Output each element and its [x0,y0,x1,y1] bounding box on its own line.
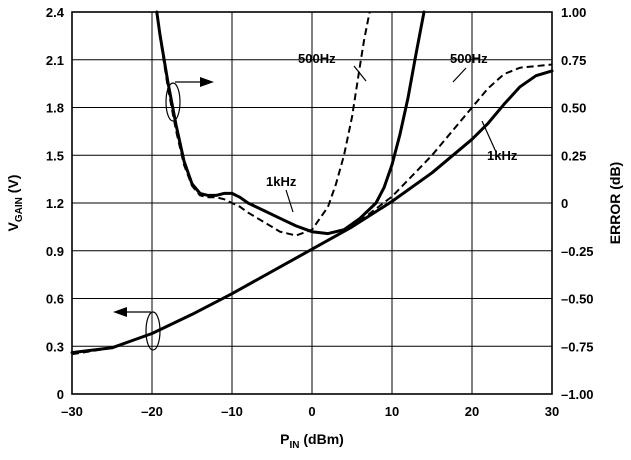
leader-1khz-right [481,120,497,153]
tick-labels: –30 –20 –10 0 10 20 30 0 0.3 0.6 0.9 1.2 1.5 1.8 2.1 2.… [46,5,594,419]
leader-500hz-right [452,67,467,83]
y-right-tick-label: 0.75 [561,53,586,68]
arrowhead-right-icon [200,77,214,87]
arrowhead-left-icon [113,307,127,317]
y-right-tick-label: –0.25 [561,244,594,259]
y-left-tick-label: 2.4 [46,5,65,20]
x-tick-label: –30 [61,404,83,419]
x-axis-title: PIN (dBm) [280,431,344,451]
x-tick-label: 0 [308,404,315,419]
y-left-tick-label: 1.8 [46,101,64,116]
annotation-label: 1kHz [487,148,518,163]
y-left-tick-label: 1.2 [46,196,64,211]
right-axis-indicator [165,77,214,122]
curve-marker-ellipse-left [145,311,161,351]
y-right-axis-title: ERROR (dB) [607,162,623,244]
left-axis-indicator [113,307,161,351]
annotation-label: 1kHz [266,174,297,189]
y-left-tick-label: 0 [57,387,64,402]
plot-frame [71,11,553,395]
y-right-tick-label: 0.25 [561,148,586,163]
y-left-tick-label: 1.5 [46,148,64,163]
curve-marker-ellipse-right [165,82,181,122]
x-tick-label: –10 [221,404,243,419]
y-right-tick-label: 0 [561,196,568,211]
annotation-label: 500Hz [450,51,488,66]
x-tick-label: 20 [465,404,479,419]
curves [70,10,554,356]
annotation-1khz-left: 1kHz [266,174,297,213]
y-right-tick-label: –0.50 [561,292,594,307]
annotation-1khz-right: 1kHz [481,120,518,163]
y-left-tick-label: 0.6 [46,292,64,307]
y-left-tick-label: 2.1 [46,53,64,68]
error-curve-dashed [155,11,371,237]
annotation-500hz-right: 500Hz [450,51,488,83]
x-tick-label: 30 [545,404,559,419]
y-left-tick-label: 0.3 [46,339,64,354]
y-right-tick-label: 0.50 [561,101,586,116]
annotation-500hz-left: 500Hz [298,51,367,82]
leader-1khz-left [285,189,294,213]
y-right-tick-label: 1.00 [561,5,586,20]
vgain-curve-dashed [71,63,553,356]
x-tick-label: –20 [141,404,163,419]
y-right-tick-label: –1.00 [561,387,594,402]
leader-500hz-left [353,65,367,82]
y-left-tick-label: 0.9 [46,244,64,259]
annotation-label: 500Hz [298,51,336,66]
y-right-tick-label: –0.75 [561,339,594,354]
grid [72,12,552,394]
y-left-axis-title: VGAIN (V) [5,175,25,232]
x-tick-label: 10 [385,404,399,419]
error-curve-solid [155,10,426,236]
